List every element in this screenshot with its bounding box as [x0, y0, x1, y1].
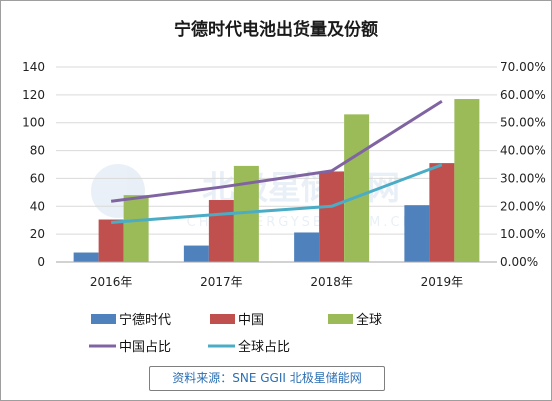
y2-tick-label: 30.00% — [500, 171, 546, 185]
y-tick-label: 100 — [22, 116, 45, 130]
legend-swatch — [210, 314, 235, 324]
bar — [123, 195, 149, 262]
series-line — [111, 163, 443, 224]
bar — [429, 163, 455, 262]
chart-svg: 北极星储能网 CHINENERGYSBX.COM.CN 020406080100… — [22, 60, 546, 355]
x-tick-label: 2018年 — [310, 275, 353, 289]
legend-swatch — [91, 314, 116, 324]
y2-tick-label: 70.00% — [500, 60, 546, 74]
y2-tick-label: 50.00% — [500, 116, 546, 130]
bar — [183, 245, 209, 262]
bar — [98, 219, 124, 262]
legend-label: 中国占比 — [119, 340, 171, 355]
legend-label: 全球占比 — [238, 339, 290, 355]
y-tick-label: 60 — [30, 171, 45, 185]
series-line — [110, 99, 443, 203]
y2-tick-label: 0.00% — [500, 255, 538, 269]
y-tick-label: 40 — [30, 199, 45, 213]
legend-label: 全球 — [356, 312, 382, 328]
legend-label: 宁德时代 — [119, 312, 171, 328]
axes: 0 20 40 60 80 100 120 140 0.00% 10.00% 20.00% 30.00… — [22, 60, 546, 289]
lines — [110, 99, 443, 224]
y2-tick-label: 10.00% — [500, 227, 546, 241]
bar — [404, 205, 430, 262]
y2-tick-label: 20.00% — [500, 199, 546, 213]
x-tick-label: 2017年 — [200, 275, 243, 289]
y-tick-label: 120 — [22, 88, 45, 102]
bar — [208, 200, 234, 262]
source-note: 资料来源：SNE GGII 北极星储能网 — [149, 366, 385, 391]
y2-tick-label: 60.00% — [500, 88, 546, 102]
bar — [319, 171, 345, 262]
y-tick-label: 140 — [22, 60, 45, 74]
y-tick-label: 20 — [30, 227, 45, 241]
legend-swatch — [328, 314, 353, 324]
chart-title: 宁德时代电池出货量及份额 — [174, 20, 378, 40]
legend-label: 中国 — [238, 313, 264, 328]
bar — [294, 232, 320, 262]
bar — [73, 252, 99, 262]
x-tick-label: 2019年 — [421, 275, 464, 289]
bar — [454, 99, 480, 263]
bars — [73, 99, 480, 263]
y-tick-label: 0 — [37, 255, 45, 269]
y2-tick-label: 40.00% — [500, 144, 546, 158]
x-tick-label: 2016年 — [90, 275, 133, 289]
bar — [344, 114, 370, 262]
y-tick-label: 80 — [30, 144, 45, 158]
